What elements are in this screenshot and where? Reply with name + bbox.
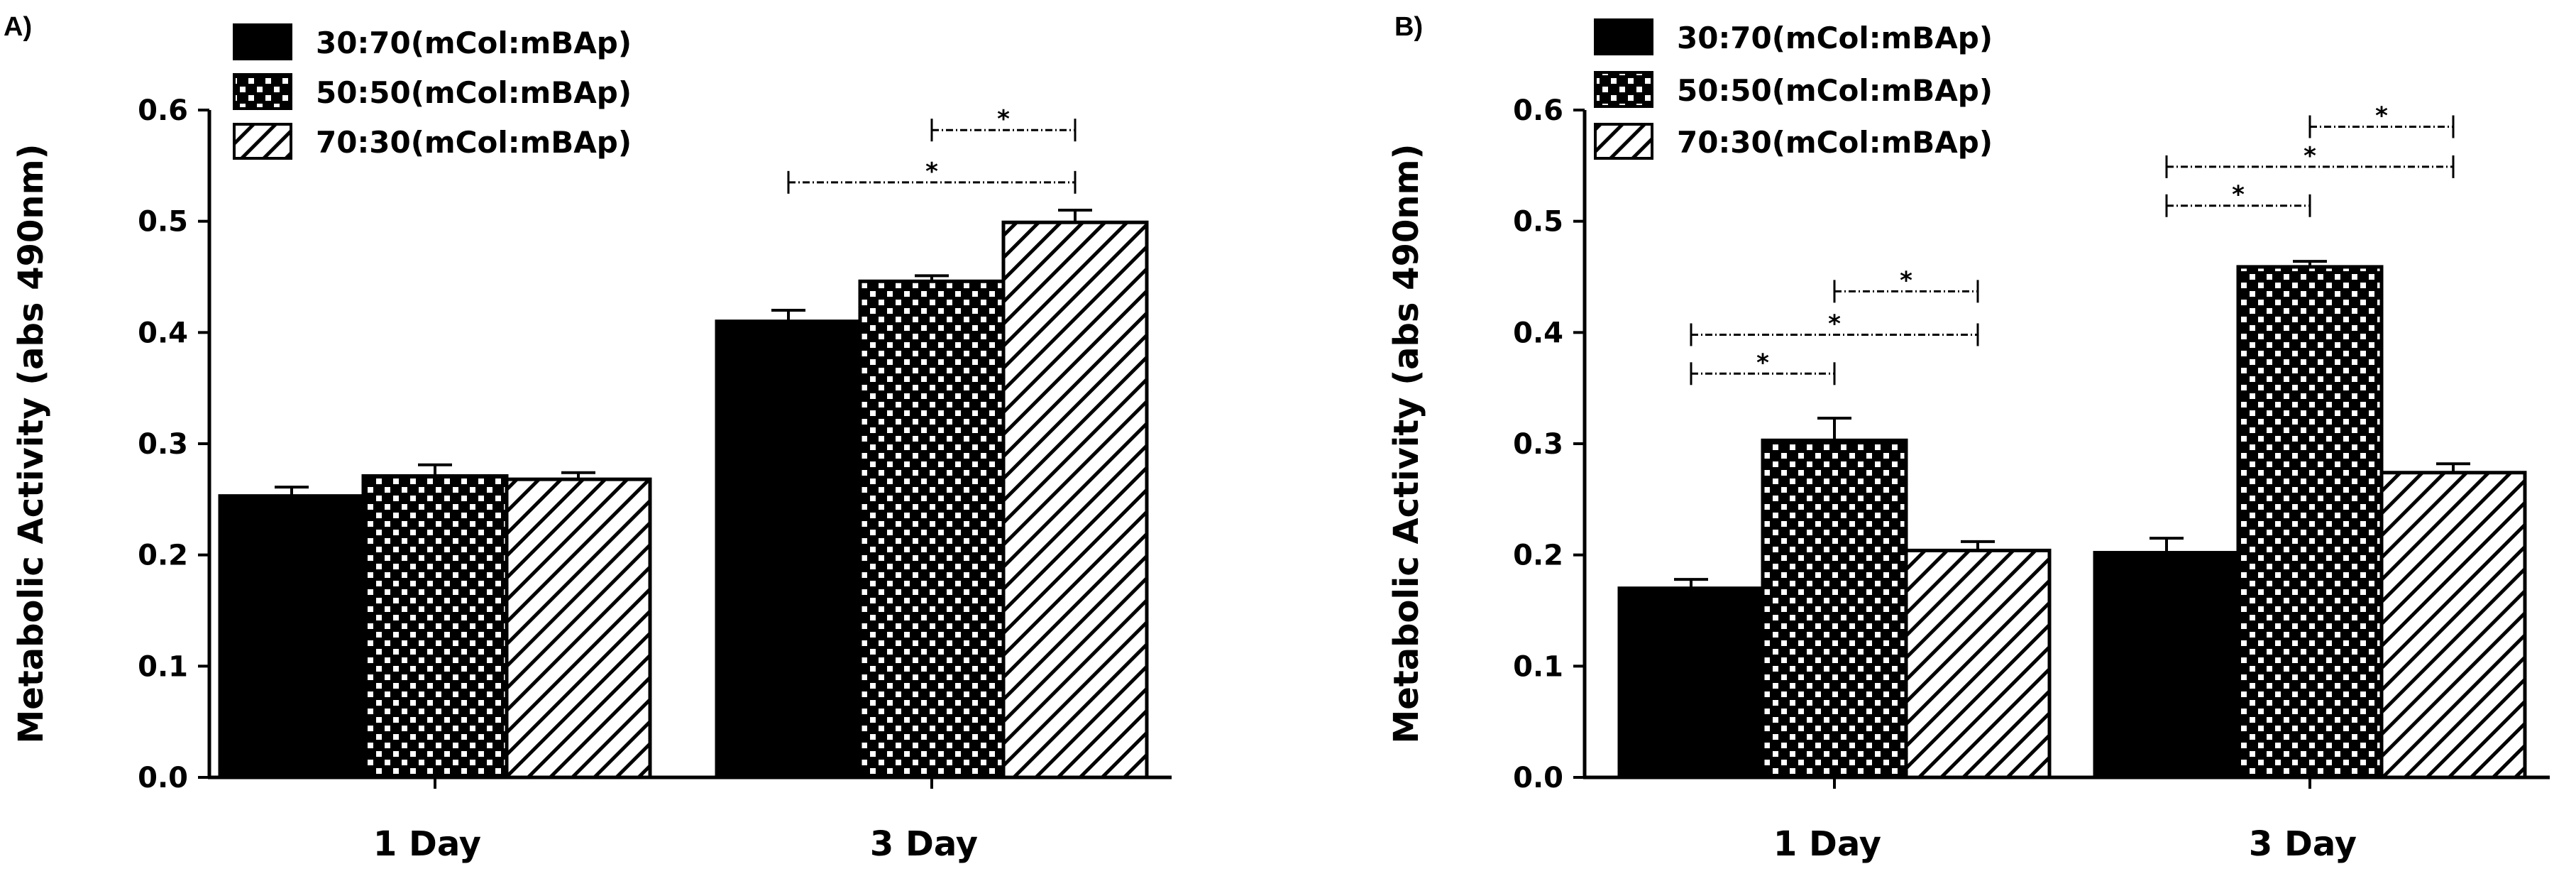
bar-hatch (1904, 548, 2052, 780)
significance-bracket: * (2308, 102, 2455, 138)
bar-checker (858, 279, 1006, 780)
significance-star: * (1756, 349, 1769, 377)
legend-label: 50:50(mCol:mBAp) (1677, 73, 1993, 108)
significance-bracket: * (2165, 181, 2311, 217)
significance-bracket: * (1833, 266, 1979, 303)
y-axis-title: Metabolic Activity (abs 490nm) (1387, 143, 1426, 743)
bar-solid (1617, 586, 1765, 780)
y-tick-label: 0.1 (138, 650, 188, 683)
y-tick-label: 0.3 (138, 428, 188, 461)
significance-bracket: * (1690, 310, 1979, 346)
y-tick-label: 0.5 (138, 206, 188, 239)
significance-star: * (2375, 102, 2388, 131)
significance-bracket: * (787, 158, 1077, 194)
significance-star: * (997, 105, 1010, 133)
legend-label: 70:30(mCol:mBAp) (316, 125, 632, 160)
legend-label: 50:50(mCol:mBAp) (316, 75, 632, 110)
legend-swatch-solid (1594, 18, 1653, 55)
bar-solid (715, 319, 862, 780)
legend-label: 30:70(mCol:mBAp) (1677, 21, 1993, 55)
legend-swatch-hatch (1594, 123, 1653, 160)
y-tick-label: 0.6 (138, 94, 188, 127)
panel-label: A) (4, 12, 32, 42)
significance-star: * (1828, 310, 1841, 338)
y-axis-title: Metabolic Activity (abs 490nm) (11, 143, 51, 743)
y-tick-label: 0.1 (1513, 650, 1563, 683)
x-category-label: 1 Day (373, 824, 481, 864)
legend-label: 30:70(mCol:mBAp) (316, 26, 632, 60)
legend-item: 70:30(mCol:mBAp) (1594, 123, 1993, 160)
significance-bracket: * (1690, 349, 1836, 385)
x-category-label: 3 Day (870, 824, 978, 864)
bar-checker (1761, 438, 1908, 780)
legend-item: 30:70(mCol:mBAp) (1594, 18, 1993, 55)
y-tick-label: 0.0 (1513, 762, 1563, 794)
y-tick-label: 0.6 (1513, 94, 1563, 127)
bar-hatch (1001, 220, 1149, 780)
y-tick-label: 0.2 (1513, 540, 1563, 572)
bar-hatch (2379, 471, 2527, 780)
y-tick-label: 0.4 (1513, 317, 1563, 349)
significance-star: * (1900, 266, 1912, 295)
legend-item: 50:50(mCol:mBAp) (233, 73, 632, 110)
significance-star: * (2303, 142, 2316, 170)
bar-solid (218, 494, 365, 780)
legend-label: 70:30(mCol:mBAp) (1677, 125, 1993, 160)
significance-star: * (2232, 181, 2245, 209)
bar-checker (2236, 265, 2384, 780)
legend-swatch-hatch (233, 123, 292, 160)
legend-swatch-solid (233, 23, 292, 60)
x-category-label: 3 Day (2249, 824, 2357, 864)
bar-hatch (505, 477, 652, 780)
legend-item: 50:50(mCol:mBAp) (1594, 71, 1993, 108)
legend-swatch-checker (1594, 71, 1653, 108)
significance-bracket: * (930, 105, 1077, 142)
y-tick-label: 0.5 (1513, 206, 1563, 239)
chart-panel-b: B) 0.0 0.1 0.2 0.3 0.4 0.5 0.6 Metabolic Activit… (1387, 12, 2550, 864)
chart-panel-a: A) 0.0 0.1 0.2 0.3 0.4 0.5 0.6 Metabolic Activit… (4, 12, 1172, 864)
y-tick-label: 0.3 (1513, 428, 1563, 461)
y-tick-label: 0.0 (138, 762, 188, 794)
y-tick-label: 0.2 (138, 540, 188, 572)
significance-bracket: * (2165, 142, 2455, 178)
bar-solid (2093, 551, 2240, 780)
panel-label: B) (1394, 12, 1423, 42)
x-category-label: 1 Day (1773, 824, 1881, 864)
bar-checker (361, 474, 509, 780)
legend-swatch-checker (233, 73, 292, 110)
legend-item: 30:70(mCol:mBAp) (233, 23, 632, 60)
y-tick-label: 0.4 (138, 317, 188, 349)
significance-star: * (925, 158, 938, 186)
legend-item: 70:30(mCol:mBAp) (233, 123, 632, 160)
